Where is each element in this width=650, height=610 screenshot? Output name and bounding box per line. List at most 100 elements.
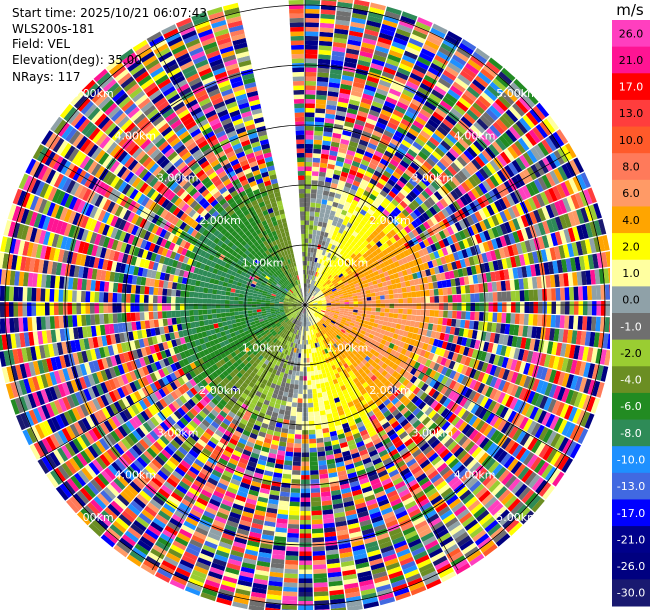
- gate: [515, 302, 521, 313]
- gate: [512, 218, 521, 231]
- gate: [342, 205, 350, 212]
- gate: [382, 227, 390, 235]
- gate: [549, 152, 561, 168]
- gate: [309, 288, 312, 294]
- gate: [583, 255, 590, 270]
- gate: [309, 438, 317, 444]
- gate: [456, 336, 463, 345]
- gate: [404, 225, 412, 234]
- gate: [420, 335, 427, 343]
- gate: [359, 243, 366, 250]
- gate: [305, 98, 316, 104]
- gate: [465, 293, 471, 303]
- gate: [305, 103, 315, 109]
- gate: [582, 316, 588, 331]
- gate: [344, 306, 350, 309]
- gate: [384, 275, 391, 282]
- gate: [294, 380, 299, 385]
- gate: [407, 165, 417, 175]
- gate: [310, 474, 319, 480]
- gate: [472, 255, 480, 265]
- gate: [287, 438, 295, 444]
- gate: [451, 54, 467, 66]
- gate: [373, 319, 380, 324]
- gate: [353, 307, 359, 310]
- gate: [541, 206, 551, 220]
- gate: [485, 374, 494, 386]
- gate: [357, 336, 363, 342]
- gate: [401, 11, 418, 21]
- gate: [476, 330, 483, 341]
- gate: [305, 112, 315, 118]
- gate: [461, 337, 468, 347]
- gate: [338, 180, 346, 187]
- gate: [520, 337, 527, 349]
- gate: [440, 171, 451, 182]
- gate: [400, 324, 406, 331]
- gate: [535, 326, 542, 339]
- gate: [526, 149, 538, 164]
- gate: [335, 306, 341, 309]
- gate: [469, 55, 485, 68]
- gate: [338, 313, 344, 317]
- gate: [533, 209, 542, 223]
- gate: [378, 343, 385, 350]
- gate: [339, 308, 345, 311]
- gate: [411, 309, 417, 315]
- gate: [488, 57, 503, 71]
- gate: [306, 357, 310, 363]
- gate: [405, 80, 419, 91]
- gate: [298, 353, 302, 358]
- gate: [384, 182, 394, 191]
- gate: [492, 187, 502, 200]
- gate: [332, 230, 339, 237]
- gate: [439, 157, 450, 168]
- gate: [305, 292, 307, 297]
- gate: [355, 233, 362, 240]
- gate: [394, 303, 399, 309]
- gate: [357, 307, 363, 311]
- gate: [316, 298, 322, 301]
- gate: [334, 165, 343, 172]
- gate: [374, 274, 381, 280]
- gate: [521, 185, 532, 199]
- gate: [348, 99, 360, 107]
- gate: [378, 178, 387, 186]
- gate: [326, 301, 331, 304]
- gate: [305, 251, 308, 257]
- gate: [578, 361, 587, 377]
- gate: [302, 340, 305, 345]
- gate: [361, 276, 367, 282]
- gate: [404, 325, 410, 332]
- gate: [337, 184, 345, 191]
- gate: [367, 269, 374, 275]
- gate: [313, 582, 328, 588]
- gate: [369, 246, 376, 253]
- gate: [285, 555, 299, 561]
- gate: [362, 279, 368, 285]
- gate: [563, 213, 572, 228]
- gate: [305, 202, 311, 207]
- gate: [380, 277, 387, 283]
- gate: [526, 350, 534, 363]
- gate: [477, 382, 486, 394]
- gate: [309, 294, 313, 299]
- gate: [548, 187, 558, 202]
- gate: [391, 267, 398, 274]
- gate: [395, 215, 403, 223]
- gate: [310, 465, 319, 471]
- gate: [552, 356, 560, 370]
- gate: [318, 401, 325, 407]
- gate: [485, 363, 493, 375]
- gate: [442, 228, 451, 238]
- gate: [334, 236, 340, 242]
- gate: [573, 315, 579, 330]
- gate: [448, 270, 455, 279]
- gate: [328, 291, 334, 295]
- gate: [395, 254, 402, 261]
- gate: [294, 438, 302, 444]
- gate: [281, 604, 297, 610]
- gate: [325, 256, 330, 262]
- gate: [349, 258, 356, 265]
- gate: [300, 506, 311, 511]
